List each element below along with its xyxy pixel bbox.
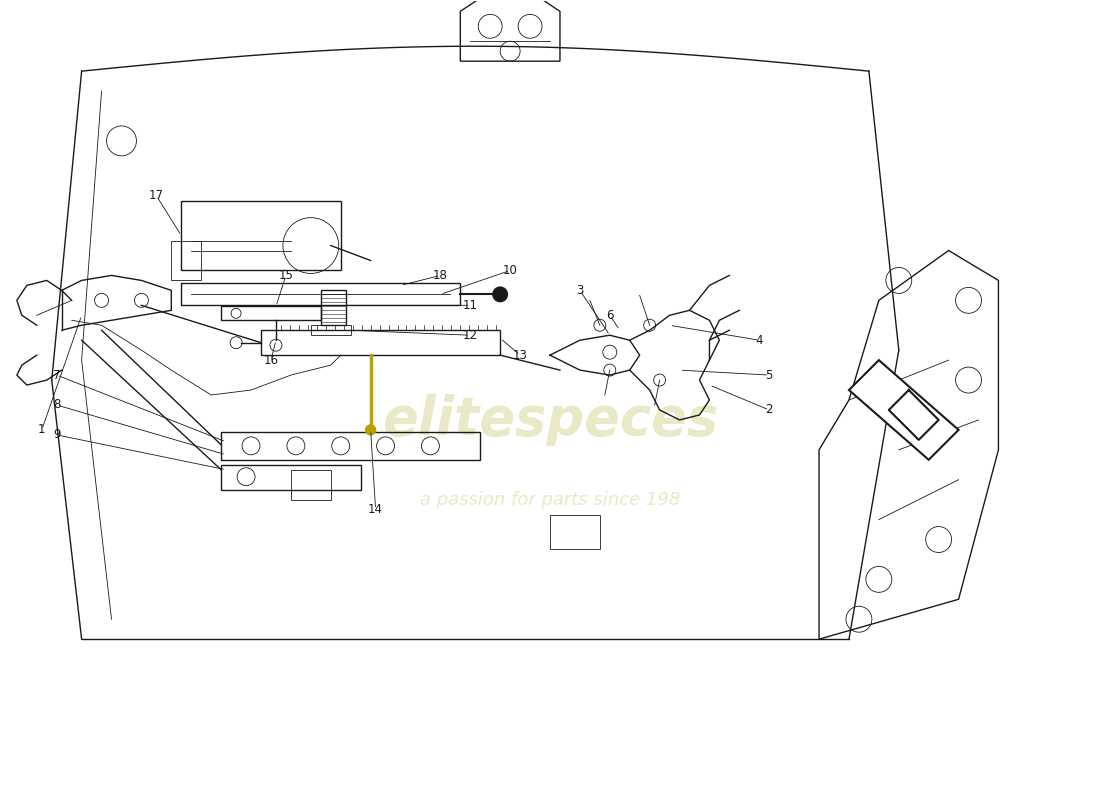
Text: 12: 12 (463, 329, 477, 342)
Text: elitespeces: elitespeces (382, 394, 718, 446)
Text: 18: 18 (433, 269, 448, 282)
Text: 10: 10 (503, 264, 518, 277)
Text: 16: 16 (264, 354, 278, 366)
Polygon shape (849, 360, 958, 460)
Text: 2: 2 (766, 403, 773, 417)
Circle shape (365, 425, 375, 435)
Text: 8: 8 (53, 398, 60, 411)
Text: 4: 4 (756, 334, 763, 346)
Polygon shape (889, 390, 938, 440)
Text: a passion for parts since 198: a passion for parts since 198 (420, 490, 680, 509)
Text: 15: 15 (278, 269, 294, 282)
Text: 13: 13 (513, 349, 528, 362)
Circle shape (492, 286, 508, 302)
Text: 5: 5 (766, 369, 773, 382)
Text: 14: 14 (368, 503, 383, 516)
Text: 7: 7 (53, 369, 60, 382)
Text: 3: 3 (576, 284, 584, 297)
Text: 6: 6 (606, 309, 614, 322)
Text: 11: 11 (463, 299, 477, 312)
Text: 17: 17 (148, 190, 164, 202)
Text: 9: 9 (53, 428, 60, 442)
Text: 1: 1 (39, 423, 45, 436)
